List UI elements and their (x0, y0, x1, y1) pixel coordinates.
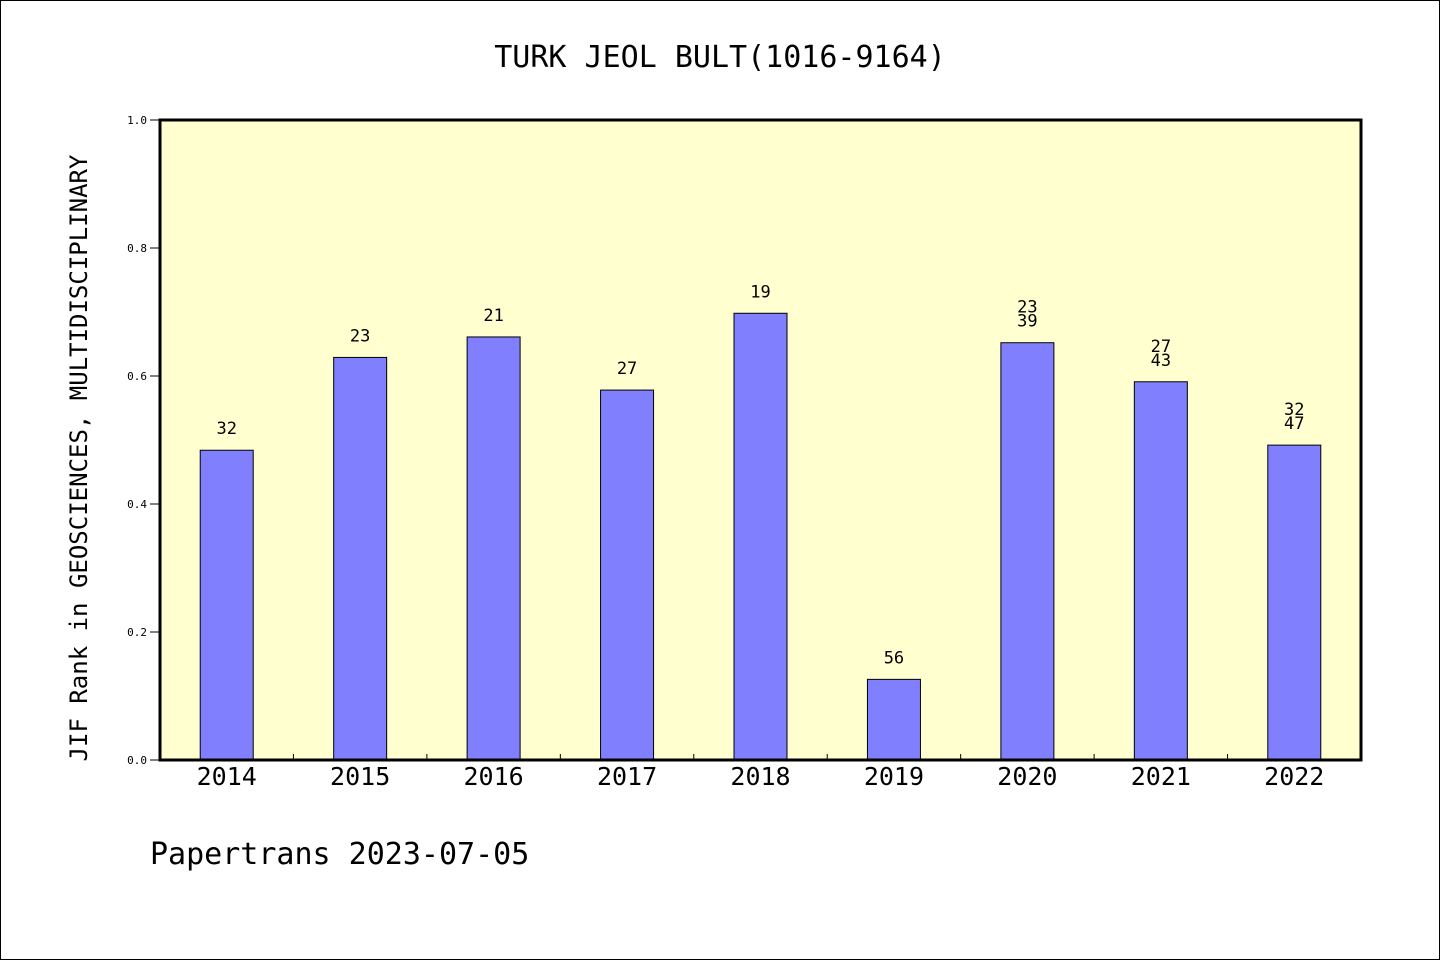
plot-border (158, 118, 1363, 762)
bar-2015 (333, 356, 388, 761)
bar-label-2021: 27 (1151, 337, 1171, 357)
y-tick-label: 1.0 (127, 114, 147, 127)
bar-label-2016: 21 (483, 306, 503, 326)
x-axis: 2014 2015 2016 2017 2018 2019 2020 2021 2022 (197, 754, 1324, 791)
x-tick-label: 2018 (730, 762, 790, 791)
chart-title: TURK JEOL BULT(1016-9164) (494, 40, 946, 75)
bar-series (199, 312, 1322, 761)
y-axis: 0.0 0.2 0.4 0.6 0.8 1.0 (127, 114, 160, 767)
x-tick-label: 2021 (1131, 762, 1191, 791)
bar-2016 (466, 336, 521, 761)
y-tick-label: 0.2 (127, 626, 147, 639)
bar-label-2014: 32 (216, 419, 236, 439)
y-tick-label: 0.4 (127, 498, 147, 511)
x-tick-label: 2014 (197, 762, 257, 791)
bar-label-2022: 47 (1284, 414, 1304, 434)
footer-credit: Papertrans 2023-07-05 (150, 837, 529, 872)
x-tick-label: 2019 (864, 762, 924, 791)
bar-2017 (600, 389, 655, 761)
bar-label-2015: 23 (350, 326, 370, 346)
bar-2020 (1000, 342, 1055, 761)
bar-label-2018: 19 (750, 282, 770, 302)
bar-2021 (1133, 381, 1188, 761)
bar-2014 (199, 449, 254, 761)
bar-label-2020: 39 (1017, 312, 1037, 332)
bar-label-2017: 27 (617, 359, 637, 379)
x-tick-label: 2022 (1264, 762, 1324, 791)
y-tick-label: 0.6 (127, 370, 147, 383)
bar-2018 (733, 312, 788, 761)
x-tick-label: 2015 (330, 762, 390, 791)
bar-label-2020: 23 (1017, 298, 1037, 318)
bar-label-2021: 43 (1151, 351, 1171, 371)
y-tick-label: 0.8 (127, 242, 147, 255)
x-tick-label: 2020 (997, 762, 1057, 791)
bar-label-2019: 56 (884, 648, 904, 668)
x-tick-label: 2017 (597, 762, 657, 791)
bar-2022 (1267, 444, 1322, 761)
y-tick-label: 0.0 (127, 754, 147, 767)
bar-2019 (866, 678, 921, 761)
y-axis-label: JIF Rank in GEOSCIENCES, MULTIDISCIPLINA… (65, 154, 93, 761)
x-tick-label: 2016 (464, 762, 524, 791)
bar-label-2022: 32 (1284, 400, 1304, 420)
